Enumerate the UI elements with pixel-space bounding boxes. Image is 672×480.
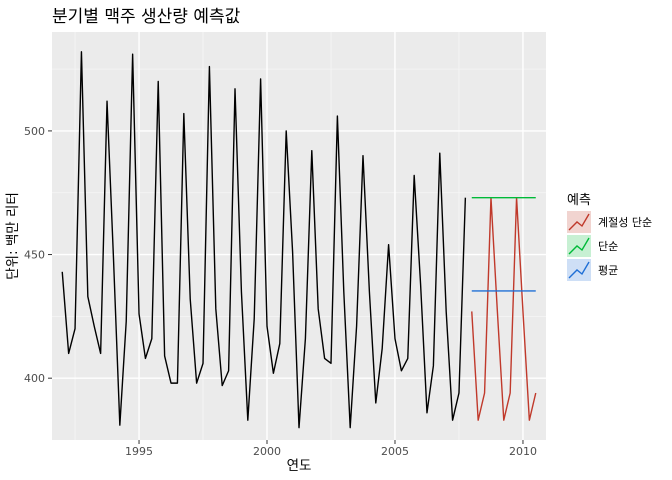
legend-label: 평균 [598, 264, 618, 277]
x-tick-label: 2000 [253, 445, 281, 458]
legend-key-line [568, 237, 590, 255]
y-tick-label: 400 [24, 372, 45, 385]
y-axis-title: 단위: 백만 리터 [5, 192, 21, 280]
y-axis: 400 450 500 [24, 125, 52, 385]
x-axis: 1995 2000 2005 2010 [125, 440, 537, 458]
y-tick-label: 450 [24, 249, 45, 262]
chart-title: 분기별 맥주 생산량 예측값 [52, 7, 241, 27]
y-tick-label: 500 [24, 125, 45, 138]
grid-major [52, 32, 546, 440]
legend-item: 평균 [567, 259, 618, 281]
legend-key [567, 259, 591, 281]
history-series-line [61, 51, 467, 429]
series-layer [61, 51, 537, 429]
forecast-series-line [471, 196, 537, 421]
x-tick-label: 2005 [381, 445, 409, 458]
x-axis-title: 연도 [287, 458, 312, 474]
x-tick-label: 1995 [125, 445, 153, 458]
legend-key [567, 211, 591, 233]
legend-key [567, 235, 591, 257]
legend-label: 계절성 단순 [598, 216, 652, 229]
grid-minor [52, 32, 546, 440]
legend-item: 단순 [567, 235, 618, 257]
legend-key-line [568, 261, 590, 279]
legend-label: 단순 [598, 240, 618, 253]
legend-key-line [568, 213, 590, 231]
legend-title: 예측 [567, 193, 591, 208]
x-tick-label: 2010 [509, 445, 537, 458]
legend-item: 계절성 단순 [567, 211, 652, 233]
